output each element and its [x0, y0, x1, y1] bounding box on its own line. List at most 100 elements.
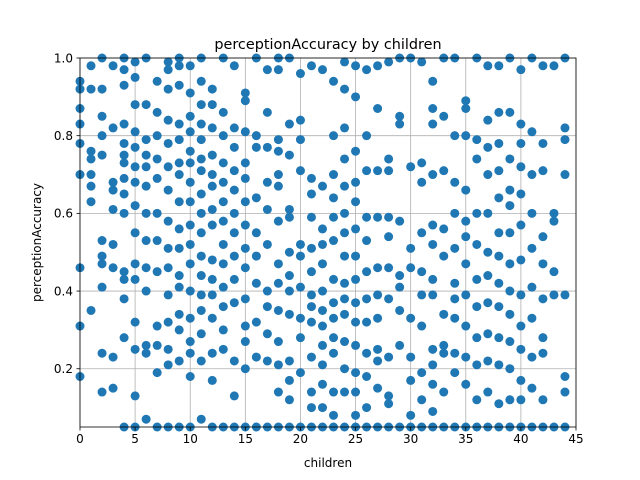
scatter-point	[362, 65, 372, 75]
scatter-point	[439, 348, 449, 358]
scatter-point	[196, 305, 206, 315]
scatter-point	[450, 177, 460, 187]
scatter-point	[329, 193, 339, 203]
scatter-point	[174, 224, 184, 234]
scatter-point	[384, 391, 394, 401]
scatter-point	[207, 181, 217, 191]
scatter-point	[284, 204, 294, 214]
scatter-point	[152, 173, 162, 183]
scatter-point	[284, 309, 294, 319]
scatter-point	[295, 333, 305, 343]
scatter-point	[317, 259, 327, 269]
scatter-point	[483, 356, 493, 366]
scatter-point	[240, 96, 250, 106]
scatter-point	[306, 403, 316, 413]
scatter-point	[461, 185, 471, 195]
scatter-point	[428, 220, 438, 230]
scatter-point	[174, 282, 184, 292]
scatter-point	[130, 259, 140, 269]
scatter-point	[207, 274, 217, 284]
scatter-point	[185, 220, 195, 230]
scatter-point	[273, 305, 283, 315]
scatter-point	[317, 321, 327, 331]
scatter-point	[229, 123, 239, 133]
scatter-point	[317, 403, 327, 413]
scatter-point	[130, 391, 140, 401]
y-tick-label: 0.4	[54, 284, 73, 298]
scatter-point	[362, 236, 372, 246]
x-tick-label: 25	[348, 432, 363, 446]
scatter-point	[472, 135, 482, 145]
scatter-point	[119, 274, 129, 284]
scatter-point	[516, 65, 526, 75]
scatter-point	[317, 239, 327, 249]
scatter-point	[439, 224, 449, 234]
scatter-point	[549, 290, 559, 300]
scatter-point	[549, 61, 559, 71]
scatter-point	[163, 115, 173, 125]
scatter-point	[306, 173, 316, 183]
scatter-point	[251, 142, 261, 152]
scatter-point	[174, 309, 184, 319]
scatter-point	[152, 208, 162, 218]
scatter-point	[295, 251, 305, 261]
scatter-point	[273, 146, 283, 156]
scatter-point	[472, 302, 482, 312]
scatter-point	[284, 247, 294, 257]
scatter-point	[538, 333, 548, 343]
scatter-point	[196, 76, 206, 86]
scatter-point	[295, 368, 305, 378]
scatter-point	[251, 317, 261, 327]
scatter-point	[505, 309, 515, 319]
scatter-point	[152, 236, 162, 246]
scatter-point	[317, 181, 327, 191]
scatter-point	[218, 282, 228, 292]
scatter-point	[152, 76, 162, 86]
scatter-point	[108, 263, 118, 273]
scatter-point	[108, 204, 118, 214]
scatter-point	[362, 403, 372, 413]
scatter-point	[262, 142, 272, 152]
scatter-point	[284, 356, 294, 366]
scatter-point	[229, 274, 239, 284]
scatter-point	[262, 107, 272, 117]
scatter-point	[340, 337, 350, 347]
scatter-point	[97, 131, 107, 141]
scatter-point	[483, 142, 493, 152]
scatter-point	[549, 216, 559, 226]
scatter-point	[516, 138, 526, 148]
scatter-point	[406, 410, 416, 420]
scatter-point	[306, 387, 316, 397]
scatter-point	[97, 84, 107, 94]
scatter-point	[439, 111, 449, 121]
scatter-point	[295, 135, 305, 145]
scatter-point	[152, 340, 162, 350]
scatter-point	[152, 267, 162, 277]
scatter-point	[218, 302, 228, 312]
scatter-point	[130, 127, 140, 137]
scatter-point	[218, 177, 228, 187]
scatter-point	[108, 123, 118, 133]
scatter-point	[450, 368, 460, 378]
scatter-point	[174, 197, 184, 207]
scatter-point	[395, 282, 405, 292]
scatter-point	[240, 263, 250, 273]
scatter-point	[97, 348, 107, 358]
scatter-point	[505, 185, 515, 195]
scatter-point	[505, 286, 515, 296]
scatter-point	[461, 216, 471, 226]
scatter-point	[538, 138, 548, 148]
scatter-point	[384, 232, 394, 242]
scatter-point	[185, 197, 195, 207]
scatter-point	[483, 298, 493, 308]
scatter-point	[185, 177, 195, 187]
scatter-point	[417, 321, 427, 331]
scatter-point	[560, 170, 570, 180]
scatter-point	[185, 61, 195, 71]
scatter-point	[351, 92, 361, 102]
scatter-point	[174, 135, 184, 145]
scatter-point	[505, 201, 515, 211]
scatter-point	[185, 337, 195, 347]
scatter-point	[119, 333, 129, 343]
scatter-point	[472, 208, 482, 218]
